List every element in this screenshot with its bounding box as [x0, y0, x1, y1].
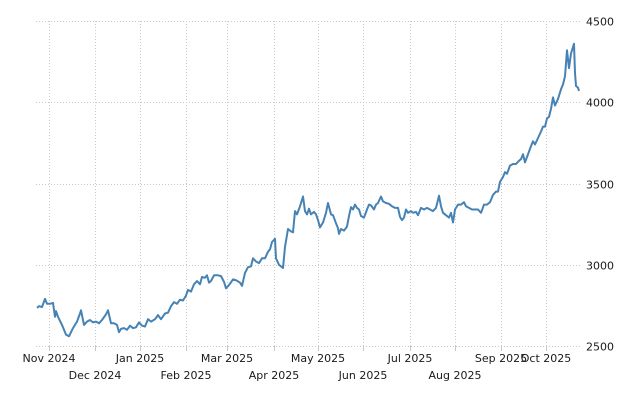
y-tick-label: 4000: [586, 97, 614, 110]
x-tick-label: Jul 2025: [387, 352, 433, 365]
x-tick-label: Jun 2025: [338, 369, 388, 382]
x-tick-label: Feb 2025: [161, 369, 212, 382]
x-axis: Nov 2024 Dec 2024 Jan 2025 Feb 2025 Mar 2025…: [23, 352, 572, 382]
y-axis: 2500 3000 3500 4000 4500: [586, 16, 614, 354]
x-tick-label: Mar 2025: [201, 352, 253, 365]
y-tick-label: 3000: [586, 260, 614, 273]
plot-area: [36, 42, 580, 338]
price-line: [36, 42, 580, 338]
x-tick-label: Jan 2025: [115, 352, 164, 365]
y-tick-label: 2500: [586, 341, 614, 354]
x-tick-label: Dec 2024: [69, 369, 122, 382]
x-tick-label: Oct 2025: [521, 352, 572, 365]
y-tick-label: 4500: [586, 16, 614, 29]
x-tick-label: Apr 2025: [249, 369, 300, 382]
x-tick-label: Aug 2025: [429, 369, 482, 382]
x-tick-label: May 2025: [291, 352, 345, 365]
x-tick-label: Nov 2024: [23, 352, 76, 365]
x-tick-label: Sep 2025: [475, 352, 527, 365]
y-tick-label: 3500: [586, 179, 614, 192]
